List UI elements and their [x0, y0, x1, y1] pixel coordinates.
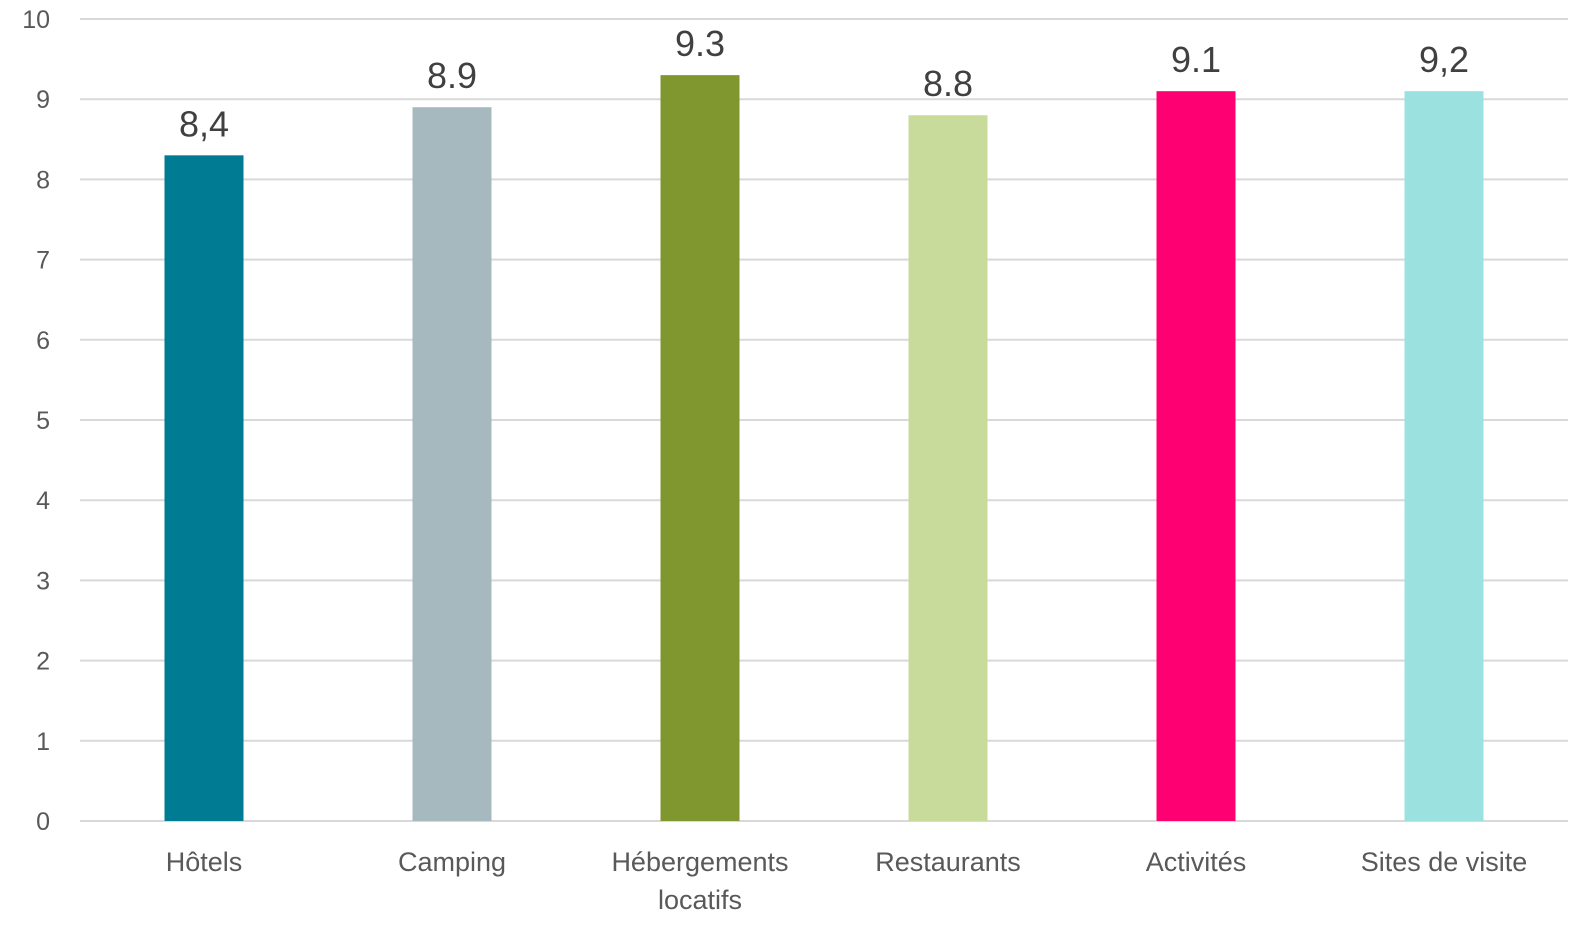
x-tick-label: Hébergements	[611, 847, 788, 877]
x-tick-label: Sites de visite	[1361, 847, 1528, 877]
x-tick-label: Activités	[1146, 847, 1247, 877]
y-tick-label: 1	[36, 728, 50, 756]
x-tick-label: locatifs	[658, 885, 742, 915]
bar	[660, 75, 740, 821]
bar	[164, 155, 244, 822]
bar	[908, 115, 988, 822]
gridlines	[80, 18, 1568, 822]
y-tick-label: 3	[36, 567, 50, 595]
data-label: 9.1	[1171, 39, 1221, 80]
y-tick-label: 6	[36, 327, 50, 355]
x-tick-label: Hôtels	[166, 847, 243, 877]
bar	[1156, 91, 1236, 822]
x-axis-ticks: Hôtels Camping Hébergements locatifs Restaur…	[166, 847, 1528, 915]
data-labels: 8,4 8.9 9.3 8.8 9.1 9,2	[179, 23, 1469, 144]
y-tick-label: 10	[22, 6, 50, 34]
y-tick-label: 9	[36, 86, 50, 114]
x-tick-label: Camping	[398, 847, 506, 877]
x-tick-label: Restaurants	[875, 847, 1021, 877]
data-label: 8,4	[179, 103, 229, 144]
bars	[164, 75, 1484, 822]
data-label: 9.3	[675, 23, 725, 64]
data-label: 8.8	[923, 63, 973, 104]
data-label: 8.9	[427, 55, 477, 96]
y-tick-label: 0	[36, 808, 50, 836]
y-tick-label: 8	[36, 166, 50, 194]
y-tick-label: 4	[36, 487, 50, 515]
data-label: 9,2	[1419, 39, 1469, 80]
bar	[1404, 91, 1484, 822]
y-axis-ticks: 0 1 2 3 4 5 6 7 8 9 10	[22, 6, 50, 836]
y-tick-label: 5	[36, 407, 50, 435]
bar	[412, 107, 492, 822]
y-tick-label: 2	[36, 648, 50, 676]
y-tick-label: 7	[36, 247, 50, 275]
